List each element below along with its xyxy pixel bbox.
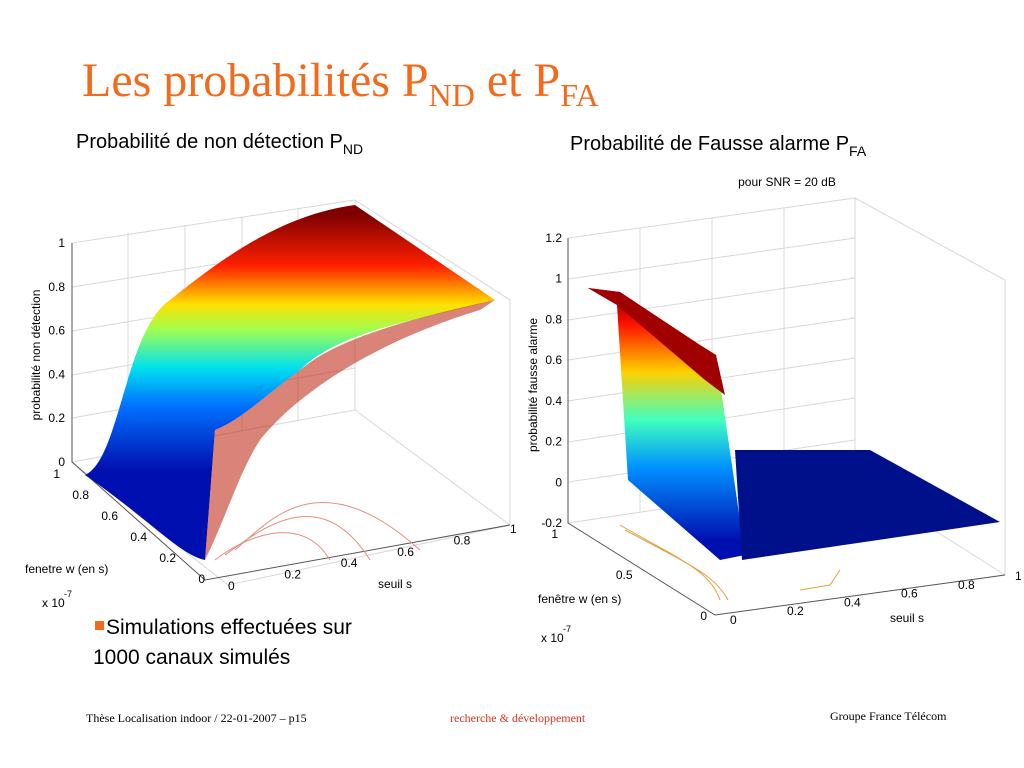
heading-sub: FA xyxy=(849,143,867,159)
z-tick-label: 0.2 xyxy=(545,435,562,449)
s-tick-label: 0.2 xyxy=(284,568,301,582)
plot-note: pour SNR = 20 dB xyxy=(738,175,836,189)
w-tick-label: 1 xyxy=(551,527,558,541)
axis-scale: x 10 xyxy=(42,596,65,610)
z-tick-label: 0.6 xyxy=(48,324,65,338)
heading-sub: ND xyxy=(343,141,363,157)
title-mid: et P xyxy=(475,54,560,107)
plot-heading: Probabilité de Fausse alarme PFA xyxy=(570,133,867,159)
w-tick-label: 0 xyxy=(198,572,205,586)
title-sub: FA xyxy=(560,77,599,113)
z-tick-label: 0 xyxy=(58,455,65,469)
z-tick-label: 1 xyxy=(555,272,562,286)
surface-top xyxy=(588,288,725,395)
axis-scale: x 10 xyxy=(541,631,564,645)
z-tick-label: 1.2 xyxy=(545,231,562,245)
s-tick-label: 0 xyxy=(730,613,737,627)
s-tick-label: 0.4 xyxy=(341,556,358,570)
contour xyxy=(214,502,421,561)
title-sub: ND xyxy=(429,77,475,113)
w-axis-label: fenêtre w (en s) xyxy=(538,592,621,606)
z-tick-label: 1 xyxy=(58,236,65,250)
axis-scale-exp: -7 xyxy=(563,624,571,634)
s-tick-label: 0.8 xyxy=(958,578,975,592)
w-tick-label: 0.2 xyxy=(159,551,176,565)
z-tick-label: 0.8 xyxy=(48,280,65,294)
title-main: Les probabilités P xyxy=(82,54,429,107)
w-tick-label: 0 xyxy=(700,609,707,623)
heading-text: Probabilité de non détection P xyxy=(76,131,343,153)
footer-left: Thèse Localisation indoor / 22-01-2007 –… xyxy=(86,711,307,725)
z-tick-label: 0.4 xyxy=(545,394,562,408)
s-axis-label: seuil s xyxy=(890,611,924,625)
z-tick-label: 0.4 xyxy=(48,367,65,381)
w-tick-label: 0.4 xyxy=(130,530,147,544)
w-tick-label: 0.6 xyxy=(101,509,118,523)
footer-center: recherche & développement xyxy=(450,711,586,725)
bullet-text: 1000 canaux simulés xyxy=(93,646,290,669)
bullet-marker xyxy=(95,621,104,630)
z-tick-label: 0.8 xyxy=(545,312,562,326)
s-tick-label: 0.2 xyxy=(787,604,804,618)
w-tick-label: 1 xyxy=(53,467,60,481)
footer-right: Groupe France Télécom xyxy=(830,709,947,723)
heading-text: Probabilité de Fausse alarme P xyxy=(570,133,849,155)
z-axis-label: probabilité non détection xyxy=(29,290,43,421)
surface-floor xyxy=(735,450,1000,560)
s-tick-label: 0.4 xyxy=(844,595,861,609)
z-tick-label: 0 xyxy=(555,475,562,489)
slide-title: Les probabilités PND et PFA xyxy=(82,54,599,113)
surface xyxy=(85,205,495,560)
s-axis-label: seuil s xyxy=(378,577,412,591)
z-tick-label: -0.2 xyxy=(541,516,562,530)
z-axis-label: probabilité fausse alarme xyxy=(526,318,540,452)
z-tick-label: 0.2 xyxy=(48,411,65,425)
s-tick-label: 0.6 xyxy=(901,587,918,601)
w-tick-label: 0.8 xyxy=(72,488,89,502)
plot-heading: Probabilité de non détection PND xyxy=(76,131,363,157)
contour xyxy=(619,524,841,601)
s-tick-label: 0 xyxy=(228,579,235,593)
surface-shade xyxy=(205,300,495,560)
w-axis-label: fenetre w (en s) xyxy=(25,562,108,576)
s-tick-label: 1 xyxy=(510,522,517,536)
z-tick-label: 0.6 xyxy=(545,353,562,367)
s-tick-label: 0.6 xyxy=(397,545,414,559)
w-tick-label: 0.5 xyxy=(616,568,633,582)
s-tick-label: 1 xyxy=(1015,569,1022,583)
s-tick-label: 0.8 xyxy=(454,533,471,547)
axis-scale-exp: -7 xyxy=(64,589,72,599)
bullet-text: Simulations effectuées sur xyxy=(106,616,352,639)
